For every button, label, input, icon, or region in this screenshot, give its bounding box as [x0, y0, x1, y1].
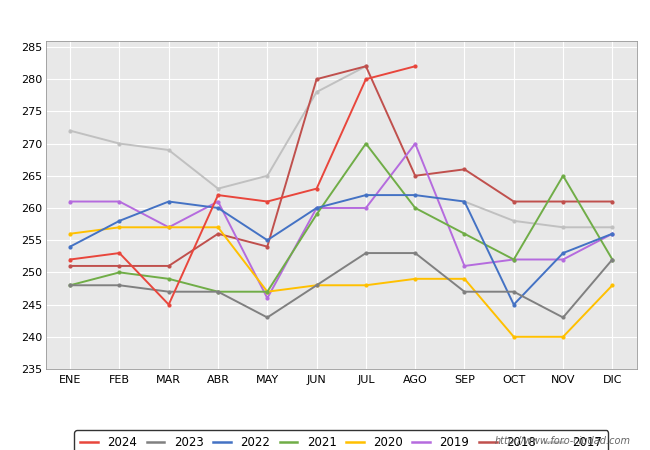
Text: Afiliados en Cuerva a 31/5/2024: Afiliados en Cuerva a 31/5/2024 — [192, 11, 458, 29]
Legend: 2024, 2023, 2022, 2021, 2020, 2019, 2018, 2017: 2024, 2023, 2022, 2021, 2020, 2019, 2018… — [74, 430, 608, 450]
Text: http://www.foro-ciudad.com: http://www.foro-ciudad.com — [495, 436, 630, 446]
